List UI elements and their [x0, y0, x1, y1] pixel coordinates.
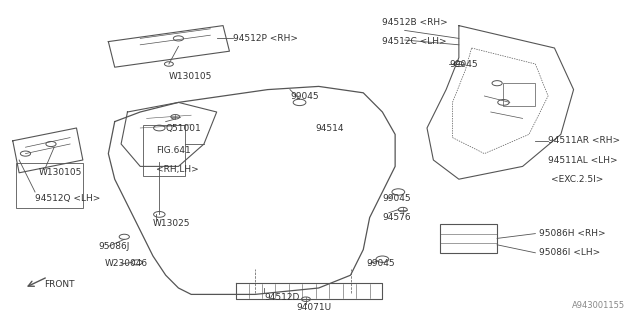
Text: 94511AL <LH>: 94511AL <LH>	[548, 156, 618, 164]
Text: 94512D: 94512D	[264, 293, 300, 302]
Text: Q51001: Q51001	[166, 124, 202, 132]
Text: 94576: 94576	[382, 213, 411, 222]
Text: FIG.641: FIG.641	[156, 146, 191, 155]
Text: 99045: 99045	[449, 60, 478, 68]
Text: <EXC.2.5I>: <EXC.2.5I>	[551, 175, 604, 184]
Bar	[16, 163, 83, 208]
Text: 99045: 99045	[382, 194, 411, 203]
Text: 94071U: 94071U	[296, 303, 332, 312]
Text: W13025: W13025	[153, 220, 191, 228]
Bar	[504, 83, 535, 106]
Text: 95086H <RH>: 95086H <RH>	[538, 229, 605, 238]
Text: W130105: W130105	[169, 72, 212, 81]
Text: FRONT: FRONT	[45, 280, 75, 289]
Text: 99045: 99045	[367, 260, 395, 268]
Bar	[440, 224, 497, 253]
Text: 94512P <RH>: 94512P <RH>	[232, 34, 298, 43]
Text: 94514: 94514	[316, 124, 344, 132]
Text: 99045: 99045	[290, 92, 319, 100]
Text: 95086J: 95086J	[99, 242, 130, 251]
Text: W230046: W230046	[105, 260, 148, 268]
Text: 94512Q <LH>: 94512Q <LH>	[35, 194, 100, 203]
Text: 94512B <RH>: 94512B <RH>	[382, 18, 448, 27]
Text: 94511AR <RH>: 94511AR <RH>	[548, 136, 620, 145]
Text: A943001155: A943001155	[572, 301, 625, 310]
Text: 95086I <LH>: 95086I <LH>	[538, 248, 600, 257]
Bar	[143, 125, 185, 176]
Text: <RH,LH>: <RH,LH>	[156, 165, 199, 174]
Text: W130105: W130105	[38, 168, 82, 177]
Text: 94512C <LH>: 94512C <LH>	[382, 37, 447, 46]
